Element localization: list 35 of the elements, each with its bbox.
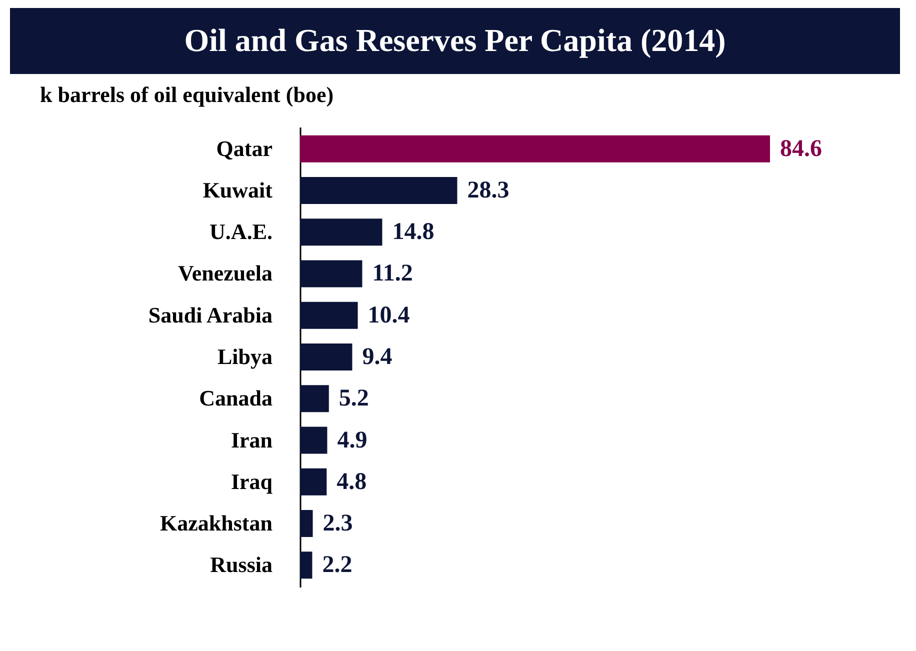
data-label: 84.6: [780, 136, 822, 162]
y-tick-label: Iran: [230, 427, 272, 452]
y-tick-label: Venezuela: [178, 260, 272, 286]
data-label: 2.3: [322, 510, 353, 537]
bar: [300, 510, 313, 538]
y-tick-label: Kazakhstan: [160, 510, 272, 536]
data-label: 4.9: [337, 427, 368, 454]
y-tick-label: Qatar: [216, 136, 273, 161]
data-label: 14.8: [392, 219, 434, 246]
data-label: 2.2: [322, 552, 352, 578]
bar: [300, 302, 358, 329]
data-label: 5.2: [338, 386, 369, 412]
data-label: 11.2: [372, 260, 413, 287]
bar: [300, 426, 328, 454]
bar: [300, 260, 362, 288]
chart-title: Oil and Gas Reserves Per Capita (2014): [184, 22, 726, 58]
bar: [300, 135, 770, 162]
bar: [300, 552, 312, 579]
data-label: 10.4: [368, 302, 410, 328]
y-tick-label: Russia: [210, 552, 272, 578]
data-label: 4.8: [336, 468, 367, 495]
y-tick-label: Canada: [199, 386, 272, 411]
bar: [300, 343, 352, 371]
bar: [300, 176, 458, 204]
chart-subtitle: k barrels of oil equivalent (boe): [40, 82, 334, 107]
bar: [300, 468, 327, 496]
bar: [300, 218, 382, 246]
y-tick-label: U.A.E.: [210, 219, 272, 244]
y-tick-label: Kuwait: [202, 177, 274, 202]
data-label: 9.4: [362, 344, 392, 370]
y-tick-label: Iraq: [230, 468, 274, 494]
y-tick-label: Saudi Arabia: [148, 302, 272, 328]
data-label: 28.3: [467, 177, 510, 204]
y-tick-label: Libya: [217, 344, 272, 369]
bar: [300, 385, 329, 412]
